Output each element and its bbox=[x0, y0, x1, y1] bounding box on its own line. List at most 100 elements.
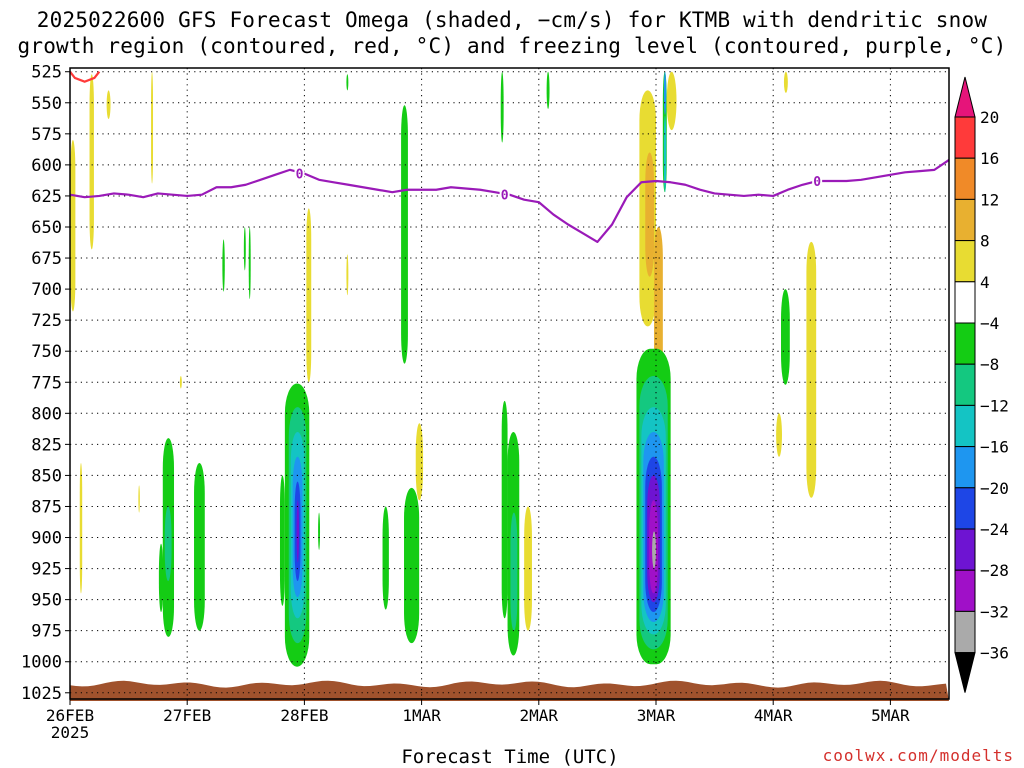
x-tick-label: 4MAR bbox=[754, 706, 793, 725]
colorbar-bin bbox=[954, 446, 976, 489]
freezing-level-label: 0 bbox=[813, 175, 821, 190]
omega-cell bbox=[666, 71, 677, 131]
omega-cell bbox=[401, 105, 408, 364]
omega-cell bbox=[806, 241, 817, 498]
omega-cell bbox=[346, 74, 349, 91]
x-tick-label: 2MAR bbox=[520, 706, 559, 725]
y-tick-label: 900 bbox=[31, 529, 62, 549]
colorbar-bin bbox=[954, 198, 976, 242]
colorbar-bin bbox=[954, 528, 976, 571]
x-axis-title: Forecast Time (UTC) bbox=[401, 746, 619, 768]
y-tick-label: 525 bbox=[31, 63, 62, 83]
colorbar-tick-label: −4 bbox=[980, 314, 999, 333]
omega-cell bbox=[781, 289, 790, 385]
colorbar-tick-label: −32 bbox=[980, 602, 1009, 621]
colorbar-under-arrow bbox=[954, 652, 976, 693]
omega-cell bbox=[158, 543, 164, 613]
omega-cell bbox=[546, 71, 550, 109]
omega-cell bbox=[79, 462, 83, 594]
colorbar-bin bbox=[954, 610, 976, 654]
colorbar-bin bbox=[954, 363, 976, 406]
contour-lines: 0 0 0 bbox=[69, 71, 950, 243]
colorbar-bin bbox=[954, 404, 976, 448]
omega-cell bbox=[70, 140, 76, 312]
colorbar-tick-label: −36 bbox=[980, 644, 1009, 663]
omega-shading bbox=[70, 71, 817, 667]
omega-cell bbox=[296, 500, 300, 563]
y-tick-label: 650 bbox=[31, 218, 62, 238]
dendritic-contour bbox=[69, 71, 101, 83]
surface-terrain bbox=[70, 680, 949, 701]
colorbar-bin bbox=[954, 569, 976, 612]
colorbar-tick-label: 12 bbox=[980, 190, 999, 209]
y-tick-label: 675 bbox=[31, 249, 62, 269]
y-tick-label: 625 bbox=[31, 187, 62, 207]
omega-cell bbox=[222, 239, 225, 292]
omega-cell bbox=[500, 71, 504, 143]
freezing-level-label: 0 bbox=[501, 189, 509, 204]
omega-cell bbox=[663, 115, 667, 193]
colorbar-tick-label: −8 bbox=[980, 355, 999, 374]
omega-cell bbox=[179, 376, 182, 389]
ground-surface bbox=[70, 680, 949, 701]
credit-link[interactable]: coolwx.com/modelts bbox=[822, 746, 1014, 765]
colorbar-bin bbox=[954, 116, 976, 159]
y-tick-label: 1025 bbox=[21, 684, 62, 704]
colorbar-tick-label: −20 bbox=[980, 479, 1009, 498]
y-tick-label: 550 bbox=[31, 94, 62, 114]
axes: 525 550 575 600 625 650 675 700 725 750 775 800 825 8… bbox=[21, 63, 950, 742]
y-tick-label: 700 bbox=[31, 280, 62, 300]
colorbar-tick-label: −28 bbox=[980, 561, 1009, 580]
omega-cell bbox=[106, 90, 111, 119]
colorbar-tick-label: −24 bbox=[980, 520, 1009, 539]
colorbar-bin bbox=[954, 281, 976, 324]
colorbar-tick-label: −12 bbox=[980, 396, 1009, 415]
y-tick-label: 600 bbox=[31, 156, 62, 176]
omega-cell bbox=[151, 71, 154, 184]
plot-frame bbox=[69, 67, 950, 700]
colorbar-over-arrow bbox=[954, 76, 976, 118]
omega-cell bbox=[164, 506, 172, 581]
x-tick-label: 3MAR bbox=[637, 706, 676, 725]
omega-cell bbox=[776, 413, 782, 457]
y-tick-label: 875 bbox=[31, 497, 62, 517]
y-tick-label: 575 bbox=[31, 125, 62, 145]
omega-cell bbox=[243, 226, 246, 271]
y-tick-label: 825 bbox=[31, 435, 62, 455]
omega-cell bbox=[194, 462, 205, 631]
x-tick-label: 5MAR bbox=[871, 706, 910, 725]
colorbar-bin bbox=[954, 322, 976, 365]
x-tick-sublabel: 2025 bbox=[51, 723, 90, 742]
omega-cell bbox=[382, 506, 389, 610]
colorbar: 20 16 12 8 4 −4 −8 −12 −16 −20 −24 −28 −32 −36 bbox=[954, 76, 1009, 693]
y-tick-label: 975 bbox=[31, 622, 62, 642]
y-tick-label: 925 bbox=[31, 560, 62, 580]
x-tick-label: 1MAR bbox=[402, 706, 441, 725]
omega-cell bbox=[645, 152, 655, 277]
colorbar-tick-label: 4 bbox=[980, 273, 990, 292]
omega-cell bbox=[524, 506, 532, 631]
y-tick-label: 775 bbox=[31, 373, 62, 393]
omega-cell bbox=[652, 531, 656, 569]
colorbar-bin bbox=[954, 487, 976, 530]
y-tick-label: 1000 bbox=[21, 653, 62, 673]
colorbar-bin bbox=[954, 240, 976, 283]
y-tick-label: 950 bbox=[31, 591, 62, 611]
colorbar-tick-label: 20 bbox=[980, 108, 999, 127]
omega-cell bbox=[346, 254, 349, 296]
y-tick-label: 750 bbox=[31, 342, 62, 362]
contour-label-bg bbox=[499, 188, 510, 201]
y-tick-label: 850 bbox=[31, 466, 62, 486]
omega-cell bbox=[663, 71, 667, 116]
omega-cell bbox=[510, 512, 518, 631]
omega-cell bbox=[501, 400, 508, 619]
freezing-level-line bbox=[69, 159, 950, 243]
chart-title-line-1: 2025022600 GFS Forecast Omega (shaded, −… bbox=[36, 8, 988, 32]
omega-cell bbox=[404, 487, 420, 644]
y-tick-label: 800 bbox=[31, 404, 62, 424]
contour-label-bg bbox=[294, 167, 305, 180]
omega-cell bbox=[783, 71, 788, 93]
y-tick-label: 725 bbox=[31, 311, 62, 331]
omega-cell bbox=[248, 226, 251, 300]
